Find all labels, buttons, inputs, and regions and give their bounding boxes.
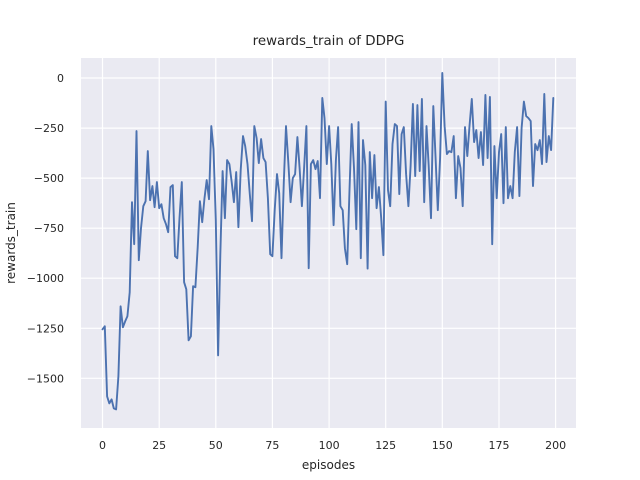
x-tick-labels: 0 25 50 75 100 125 150 175 200 [99, 439, 566, 452]
x-tick-label: 0 [99, 439, 106, 452]
x-tick-label: 75 [265, 439, 279, 452]
y-tick-labels: 0 −250 −500 −750 −1000 −1250 −1500 [27, 72, 64, 385]
y-tick-label: −1500 [27, 372, 64, 385]
y-tick-label: −1000 [27, 272, 64, 285]
chart-title: rewards_train of DDPG [253, 34, 405, 49]
x-tick-label: 150 [432, 439, 453, 452]
x-tick-label: 50 [209, 439, 223, 452]
x-axis-label: episodes [302, 458, 355, 472]
y-tick-label: −1250 [27, 322, 64, 335]
x-tick-label: 100 [319, 439, 340, 452]
y-tick-label: −500 [34, 172, 64, 185]
x-tick-label: 175 [489, 439, 510, 452]
y-axis-label: rewards_train [4, 202, 18, 284]
y-tick-label: −250 [34, 122, 64, 135]
x-tick-label: 25 [152, 439, 166, 452]
y-tick-label: −750 [34, 222, 64, 235]
reward-line-series [101, 72, 555, 411]
x-tick-label: 200 [545, 439, 566, 452]
y-tick-label: 0 [57, 72, 64, 85]
x-tick-label: 125 [375, 439, 396, 452]
